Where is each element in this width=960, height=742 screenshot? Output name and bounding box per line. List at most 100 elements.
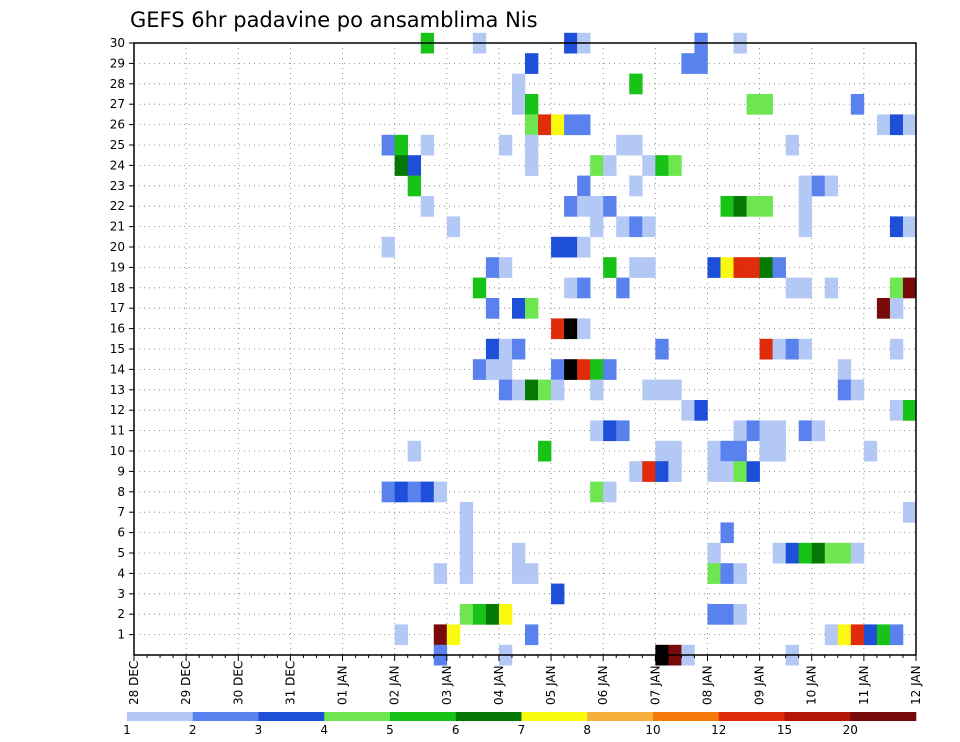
heatmap-cell (511, 563, 526, 584)
heatmap-cell (629, 461, 643, 482)
heatmap-cell (551, 359, 565, 380)
y-tick-label: 3 (117, 587, 125, 601)
y-tick-label: 5 (117, 546, 125, 560)
heatmap-cell (616, 134, 630, 156)
heatmap-cell (798, 277, 813, 299)
heatmap-cell (551, 583, 565, 605)
heatmap-cell (459, 502, 474, 523)
heatmap-cell (733, 440, 747, 462)
heatmap-cell (720, 522, 734, 544)
heatmap-cell (720, 461, 734, 482)
legend-swatch (258, 712, 325, 721)
heatmap-cell (498, 134, 513, 156)
heatmap-cell (511, 338, 526, 360)
heatmap-cell (733, 563, 747, 584)
heatmap-cell (446, 624, 461, 646)
legend-swatch (587, 712, 654, 721)
heatmap-cell (733, 196, 747, 217)
heatmap-cell (785, 277, 799, 299)
legend-label: 5 (386, 723, 394, 737)
heatmap-cell (590, 216, 604, 238)
legend-label: 2 (189, 723, 197, 737)
heatmap-cell (485, 359, 500, 380)
heatmap-cell (642, 461, 656, 482)
heatmap-cell (577, 359, 591, 380)
heatmap-cell (564, 114, 578, 136)
heatmap-cell (798, 196, 813, 217)
heatmap-cell (511, 542, 526, 564)
heatmap-cell (407, 155, 422, 176)
heatmap-cell (590, 481, 604, 503)
heatmap-cell (577, 236, 591, 258)
heatmap-cell (733, 604, 747, 625)
heatmap-cell (525, 563, 539, 584)
heatmap-cell (446, 216, 461, 238)
heatmap-cell (772, 440, 786, 462)
heatmap-cell (746, 94, 760, 115)
heatmap-cell (498, 338, 513, 360)
heatmap-cell (433, 624, 448, 646)
heatmap-cell (629, 216, 643, 238)
heatmap-cell (564, 277, 578, 299)
heatmap-cell (394, 155, 408, 176)
y-tick-label: 24 (110, 158, 125, 172)
heatmap-cell (850, 94, 865, 115)
heatmap-cell (603, 257, 617, 278)
y-tick-label: 12 (110, 403, 125, 417)
heatmap-cell (577, 318, 591, 340)
heatmap-cell (759, 257, 773, 278)
heatmap-cell (629, 73, 643, 95)
heatmap-cell (850, 379, 865, 401)
heatmap-cell (590, 420, 604, 442)
heatmap-cell (759, 338, 773, 360)
heatmap-cell (889, 277, 904, 299)
y-tick-label: 7 (117, 505, 125, 519)
y-tick-label: 8 (117, 485, 125, 499)
heatmap-cell (564, 196, 578, 217)
x-tick-label: 08 JAN (700, 665, 714, 705)
y-tick-label: 11 (110, 424, 125, 438)
legend-swatch (455, 712, 522, 721)
y-tick-label: 27 (110, 97, 125, 111)
heatmap-cell (681, 400, 695, 421)
heatmap-cell (902, 216, 917, 238)
y-tick-label: 4 (117, 566, 125, 580)
heatmap-cell (798, 216, 813, 238)
heatmap-cell (459, 522, 474, 544)
y-tick-label: 26 (110, 118, 125, 132)
heatmap-cell (590, 359, 604, 380)
heatmap-cell (655, 155, 669, 176)
heatmap-cell (824, 175, 839, 197)
heatmap-cell (902, 277, 917, 299)
heatmap-cell (420, 481, 435, 503)
heatmap-cell (459, 563, 474, 584)
heatmap-cell (850, 542, 865, 564)
y-tick-label: 13 (110, 383, 125, 397)
heatmap-cell (381, 134, 395, 156)
heatmap-cell (577, 114, 591, 136)
heatmap-cell (824, 624, 839, 646)
heatmap-cell (863, 440, 878, 462)
y-tick-label: 1 (117, 628, 125, 642)
heatmap-cell (407, 440, 422, 462)
heatmap-cell (902, 114, 917, 136)
heatmap-cell (902, 502, 917, 523)
heatmap-cell (564, 359, 578, 380)
x-tick-label: 03 JAN (440, 665, 454, 705)
heatmap-cell (889, 298, 904, 319)
heatmap-cell (394, 624, 408, 646)
heatmap-cell (577, 196, 591, 217)
heatmap-cell (798, 338, 813, 360)
heatmap-cell (603, 359, 617, 380)
heatmap-cell (733, 461, 747, 482)
heatmap-cell (381, 236, 395, 258)
x-tick-label: 10 JAN (805, 665, 819, 705)
heatmap-cell (785, 134, 799, 156)
heatmap-cell (707, 563, 721, 584)
heatmap-cell (551, 236, 565, 258)
heatmap-cell (381, 481, 395, 503)
heatmap-cell (720, 604, 734, 625)
legend-swatch (127, 712, 194, 721)
color-legend: 1 2 3 4 5 6 7 8 10 12 15 20 (123, 712, 917, 737)
heatmap-cell (603, 196, 617, 217)
